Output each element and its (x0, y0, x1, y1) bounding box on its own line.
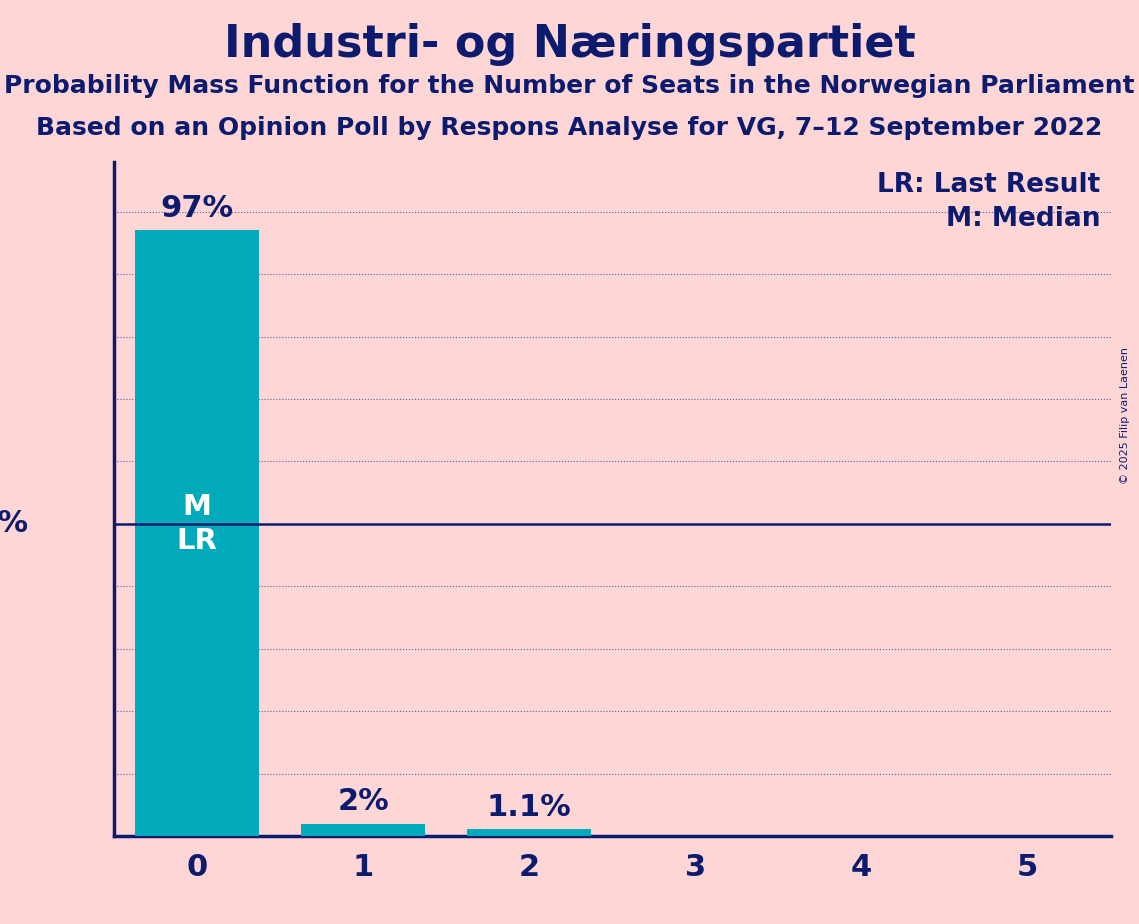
Bar (467, 830, 591, 836)
Text: © 2025 Filip van Laenen: © 2025 Filip van Laenen (1121, 347, 1130, 484)
Bar (134, 230, 260, 836)
Text: Probability Mass Function for the Number of Seats in the Norwegian Parliament: Probability Mass Function for the Number… (5, 74, 1134, 98)
Text: Industri- og Næringspartiet: Industri- og Næringspartiet (223, 23, 916, 67)
Text: 1.1%: 1.1% (486, 793, 572, 821)
Text: 2%: 2% (337, 787, 388, 816)
Text: Based on an Opinion Poll by Respons Analyse for VG, 7–12 September 2022: Based on an Opinion Poll by Respons Anal… (36, 116, 1103, 140)
Bar (301, 823, 425, 836)
Text: 50%: 50% (0, 509, 30, 539)
Text: 97%: 97% (161, 194, 233, 223)
Text: M: Median: M: Median (947, 205, 1100, 232)
Text: M
LR: M LR (177, 492, 218, 555)
Text: LR: Last Result: LR: Last Result (877, 172, 1100, 198)
